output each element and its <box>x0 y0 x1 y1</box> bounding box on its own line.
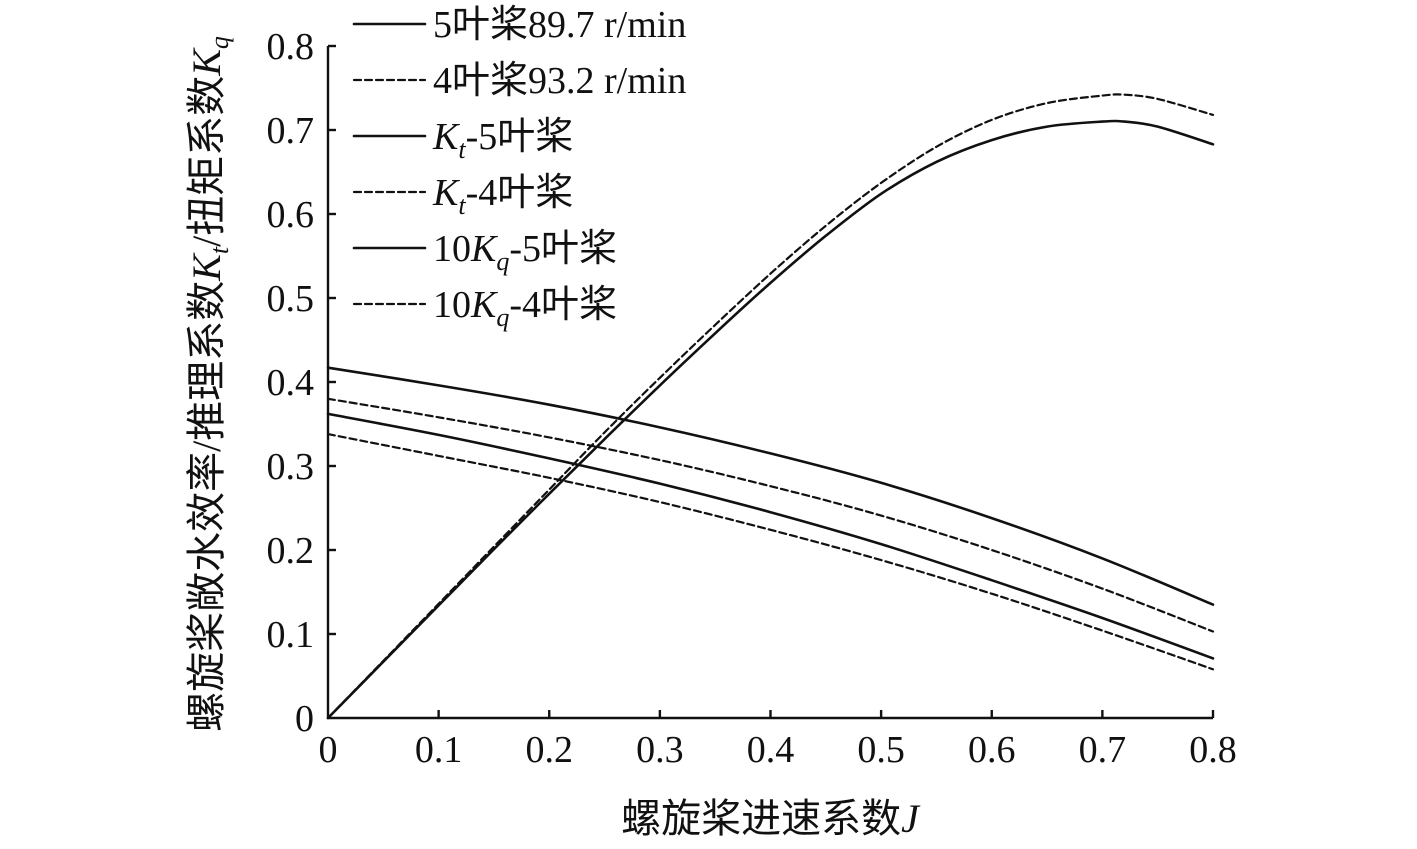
x-tick-label: 0.3 <box>636 729 684 771</box>
legend-item: Kt-4叶桨 <box>352 172 573 220</box>
y-tick-label: 0.2 <box>267 530 315 572</box>
legend-label: 4叶桨93.2 r/min <box>433 60 686 102</box>
legend: 5叶桨89.7 r/min 4叶桨93.2 r/min Kt-5叶桨 Kt-4叶桨 10… <box>352 4 686 332</box>
series-line-3 <box>326 366 1215 606</box>
legend-label: Kt-4叶桨 <box>432 172 573 220</box>
y-tick-label: 0.7 <box>267 110 315 152</box>
legend-label: 10Kq-4叶桨 <box>433 284 617 332</box>
y-tick-label: 0.4 <box>267 362 315 404</box>
series-line-4 <box>326 397 1215 633</box>
y-axis-title: 螺旋桨敞水效率/推理系数Kt/扭矩系数Kq <box>184 36 234 732</box>
y-tick-label: 0.1 <box>267 614 315 656</box>
y-tick-label: 0.8 <box>267 26 315 68</box>
legend-item: Kt-5叶桨 <box>352 116 573 164</box>
x-tick-label: 0 <box>319 729 338 771</box>
legend-item: 5叶桨89.7 r/min <box>352 4 686 46</box>
x-tick-label: 0.2 <box>526 729 574 771</box>
x-tick-label: 0.4 <box>747 729 795 771</box>
legend-item: 4叶桨93.2 r/min <box>352 60 686 102</box>
x-tick-label: 0.5 <box>857 729 905 771</box>
series-line-2 <box>326 93 1215 720</box>
x-tick-label: 0.1 <box>415 729 463 771</box>
y-tick-label: 0.6 <box>267 194 315 236</box>
series-line-6 <box>326 433 1215 671</box>
legend-label: Kt-5叶桨 <box>432 116 573 164</box>
y-tick-label: 0.3 <box>267 446 315 488</box>
x-tick-label: 0.6 <box>968 729 1016 771</box>
legend-item: 10Kq-4叶桨 <box>352 284 617 332</box>
x-axis-title: 螺旋桨进速系数J <box>621 796 921 841</box>
series-layer <box>326 93 1215 720</box>
x-tick-label: 0.8 <box>1189 729 1237 771</box>
axes: 0 0.1 0.2 0.3 0.4 0.5 0.6 0.7 0.8 0 0.1 0.2 0.3 0.4 0.… <box>267 26 1237 771</box>
series-line-5 <box>326 412 1215 660</box>
y-tick-label: 0.5 <box>267 278 315 320</box>
legend-item: 10Kq-5叶桨 <box>352 228 617 276</box>
y-tick-label: 0 <box>295 698 314 740</box>
series-line-1 <box>326 119 1215 720</box>
legend-label: 5叶桨89.7 r/min <box>433 4 686 46</box>
legend-label: 10Kq-5叶桨 <box>433 228 617 276</box>
x-tick-label: 0.7 <box>1079 729 1127 771</box>
